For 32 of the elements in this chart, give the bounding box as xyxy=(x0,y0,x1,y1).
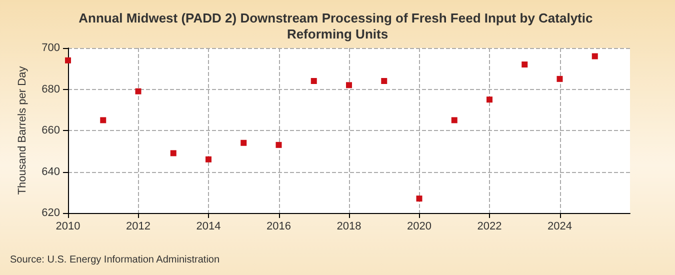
y-tick-label: 660 xyxy=(42,124,60,136)
point xyxy=(381,78,388,84)
x-tick-label: 2012 xyxy=(126,220,150,232)
point xyxy=(451,117,458,124)
point xyxy=(100,117,106,124)
x-tick-label: 2014 xyxy=(196,220,221,232)
point xyxy=(522,62,528,68)
point xyxy=(592,53,598,60)
point xyxy=(135,88,142,94)
point xyxy=(170,150,176,156)
y-tick-label: 680 xyxy=(42,83,60,96)
x-tick-label: 2010 xyxy=(56,220,80,232)
x-tick-label: 2020 xyxy=(407,220,432,232)
y-tick-label: 700 xyxy=(42,42,60,54)
point xyxy=(416,196,422,202)
point xyxy=(310,78,317,84)
point xyxy=(65,57,71,64)
x-tick-label: 2016 xyxy=(266,220,291,232)
point xyxy=(486,96,492,103)
point xyxy=(240,140,247,146)
point xyxy=(556,76,563,82)
x-tick-label: 2024 xyxy=(548,220,572,232)
y-tick-label: 620 xyxy=(42,207,60,219)
y-axis-title: Thousand Barrels per Day xyxy=(16,66,28,195)
point xyxy=(346,82,352,88)
x-tick-label: 2022 xyxy=(477,220,502,232)
chart-title: Annual Midwest (PADD 2) Downstream Processing of Fresh Feed Input by Catalytic Reforming Units xyxy=(78,10,596,42)
source-note: Source: U.S. Energy Information Administration xyxy=(10,254,220,266)
y-tick-label: 640 xyxy=(42,166,60,178)
point xyxy=(206,156,212,162)
x-tick-label: 2018 xyxy=(336,220,362,232)
point xyxy=(276,142,282,148)
